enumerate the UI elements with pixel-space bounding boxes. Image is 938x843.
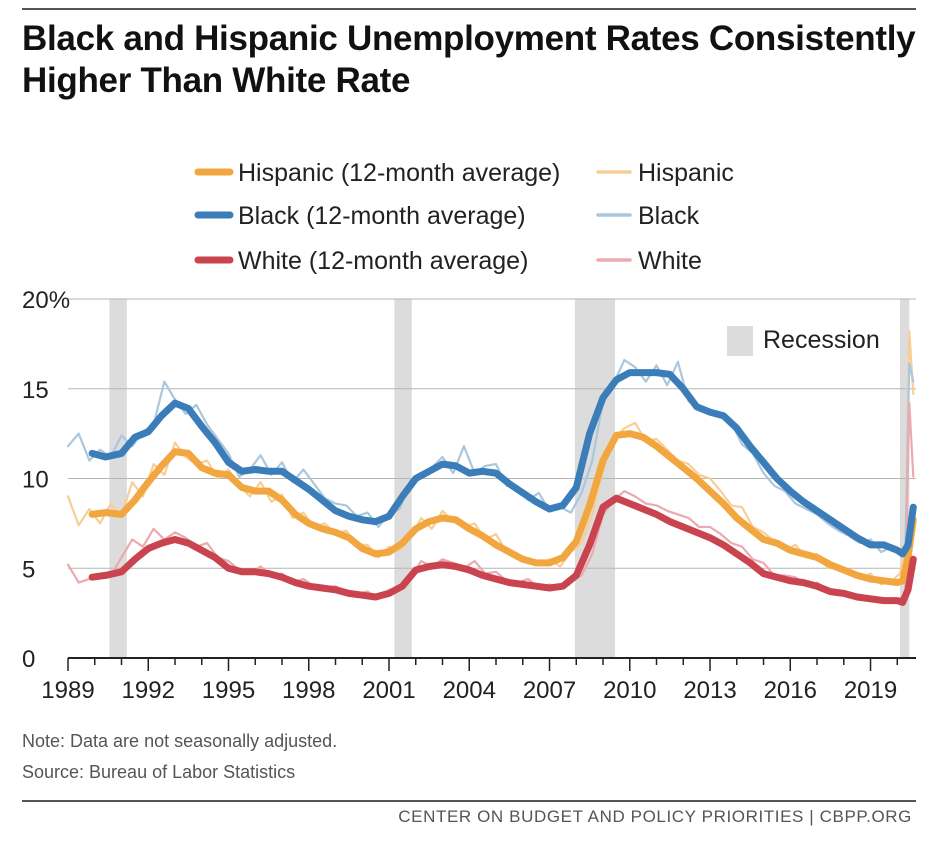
series-line-white-raw	[66, 402, 915, 604]
recession-legend-swatch	[727, 326, 753, 356]
x-tick-label-1998: 1998	[282, 677, 335, 704]
x-tick-label-1995: 1995	[202, 677, 255, 704]
x-tick-label-1989: 1989	[41, 677, 94, 704]
series-line-white-avg	[88, 494, 917, 606]
footer-credit: CENTER ON BUDGET AND POLICY PRIORITIES |…	[398, 807, 912, 826]
x-tick-label-2019: 2019	[844, 677, 897, 704]
note-text: Note: Data are not seasonally adjusted.	[22, 731, 338, 751]
average-series-lines	[88, 369, 917, 606]
x-tick-label-2013: 2013	[683, 677, 736, 704]
y-tick-label-10: 10	[22, 467, 49, 494]
legend-label-black-raw: Black	[638, 202, 700, 230]
y-tick-label-20: 20%	[22, 287, 70, 314]
series-line-black-avg	[88, 369, 917, 558]
x-tick-label-2001: 2001	[362, 677, 415, 704]
source-text: Source: Bureau of Labor Statistics	[22, 762, 296, 782]
axes: 0 5 10 15 20% 1989 1992 1995 1998 2001 2004 2007 201…	[22, 287, 916, 704]
y-tick-label-0: 0	[22, 646, 35, 673]
chart-title: Black and Hispanic Unemployment Rates Co…	[22, 19, 916, 100]
legend-label-white-raw: White	[638, 247, 702, 275]
raw-series-lines	[66, 330, 915, 604]
x-tick-label-2016: 2016	[764, 677, 817, 704]
legend-label-white-avg: White (12-month average)	[238, 247, 528, 275]
legend-label-hispanic-avg: Hispanic (12-month average)	[238, 159, 560, 187]
top-rule	[22, 8, 916, 10]
x-tick-label-1992: 1992	[122, 677, 175, 704]
x-tick-label-2007: 2007	[523, 677, 576, 704]
recession-legend-label: Recession	[763, 326, 880, 354]
x-tick-label-2010: 2010	[603, 677, 656, 704]
x-tick-label-2004: 2004	[443, 677, 496, 704]
y-tick-label-15: 15	[22, 377, 49, 404]
legend-label-black-avg: Black (12-month average)	[238, 202, 526, 230]
y-tick-label-5: 5	[22, 556, 35, 583]
series-line-hispanic-avg	[88, 430, 917, 587]
legend-label-hispanic-raw: Hispanic	[638, 159, 734, 187]
bottom-rule	[22, 800, 916, 802]
legend: Hispanic (12-month average) Hispanic Black…	[194, 159, 880, 356]
